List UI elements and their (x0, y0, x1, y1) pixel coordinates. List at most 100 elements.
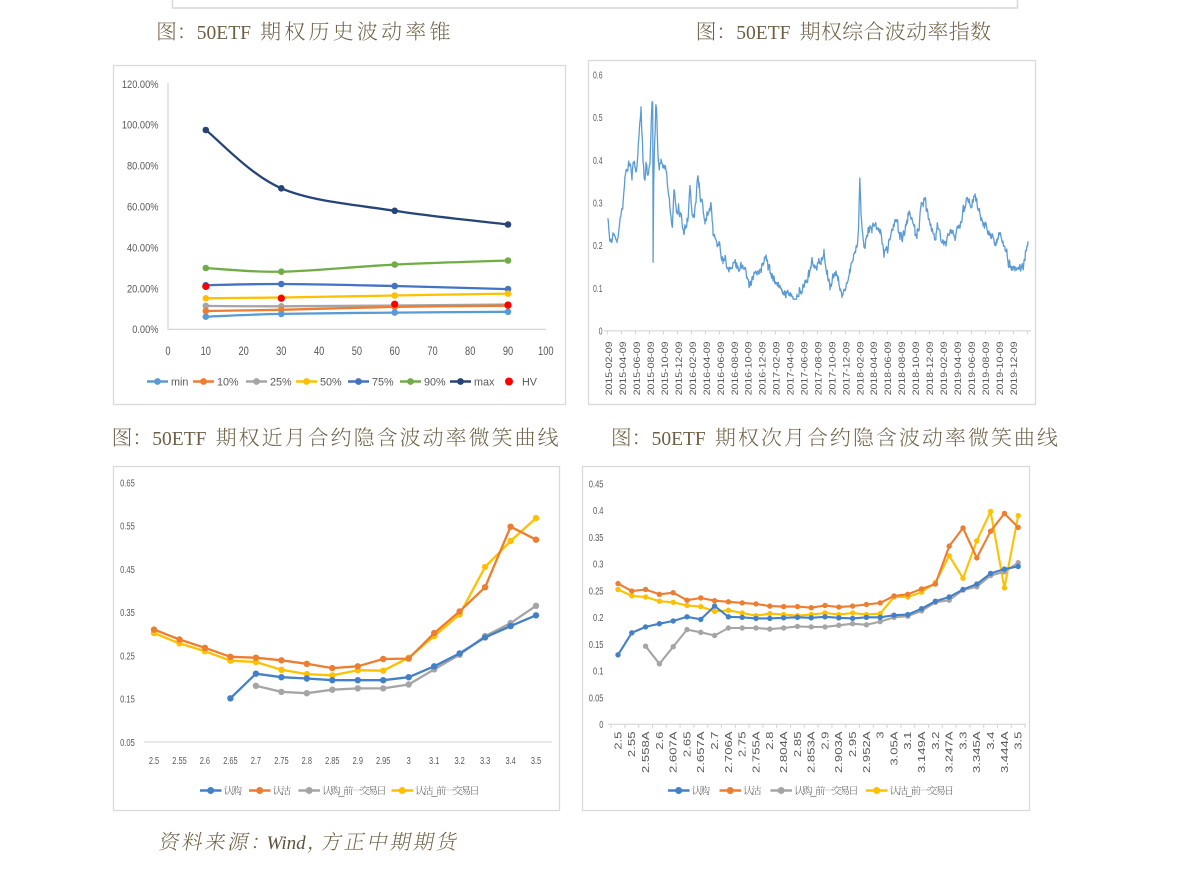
svg-text:2.55: 2.55 (172, 756, 187, 767)
svg-text:60: 60 (390, 344, 401, 358)
svg-text:50ETF: 50ETF (736, 23, 790, 44)
svg-text:0.25: 0.25 (589, 586, 604, 597)
svg-text:3: 3 (407, 756, 411, 767)
svg-text:3.05A: 3.05A (889, 731, 900, 766)
svg-text:0: 0 (165, 344, 170, 358)
svg-text:2016-02-09: 2016-02-09 (688, 342, 698, 396)
svg-text:3.2: 3.2 (931, 731, 942, 750)
svg-text:2015-02-09: 2015-02-09 (604, 342, 614, 396)
svg-text:0.45: 0.45 (589, 479, 604, 490)
svg-text:50ETF: 50ETF (652, 429, 706, 450)
svg-text:2019-06-09: 2019-06-09 (967, 342, 977, 396)
svg-text:2017-02-09: 2017-02-09 (772, 342, 782, 396)
svg-text:0.3: 0.3 (593, 199, 603, 210)
svg-text:0.05: 0.05 (589, 693, 604, 704)
svg-text:2017-06-09: 2017-06-09 (800, 342, 810, 396)
svg-text:3.345A: 3.345A (972, 731, 983, 773)
svg-text:2016-12-09: 2016-12-09 (758, 342, 768, 396)
svg-text:2.9: 2.9 (820, 731, 831, 750)
svg-text:2017-10-09: 2017-10-09 (827, 342, 837, 396)
svg-text:_: _ (431, 786, 438, 797)
svg-text:0: 0 (599, 720, 604, 731)
svg-text:2019-04-09: 2019-04-09 (953, 342, 963, 396)
svg-text:2.853A: 2.853A (807, 731, 818, 773)
svg-text:50ETF: 50ETF (152, 429, 206, 450)
svg-text:0.35: 0.35 (120, 608, 135, 619)
svg-text:40: 40 (314, 344, 325, 358)
svg-text:30: 30 (276, 344, 287, 358)
svg-text:3.444A: 3.444A (1000, 731, 1011, 773)
svg-text:3.4: 3.4 (986, 731, 997, 750)
svg-text:2.55: 2.55 (627, 731, 638, 757)
svg-text:Wind: Wind (267, 833, 307, 854)
svg-text:0.05: 0.05 (120, 738, 135, 749)
svg-text:80.00%: 80.00% (127, 161, 159, 173)
svg-text:3.3: 3.3 (480, 756, 491, 767)
svg-text:2.85: 2.85 (325, 756, 340, 767)
svg-text:max: max (474, 377, 495, 389)
svg-text:10: 10 (201, 344, 212, 358)
svg-text:50%: 50% (320, 377, 342, 389)
svg-text:2.8: 2.8 (302, 756, 313, 767)
svg-text:50ETF: 50ETF (197, 23, 251, 44)
svg-text:0.35: 0.35 (589, 533, 604, 544)
svg-text:3.247A: 3.247A (945, 731, 956, 773)
svg-text:0.2: 0.2 (593, 241, 603, 252)
svg-text:0.25: 0.25 (120, 651, 135, 662)
svg-text:_: _ (905, 786, 912, 797)
svg-text:2.95: 2.95 (376, 756, 391, 767)
svg-text:2.7: 2.7 (710, 731, 721, 750)
svg-text:2.9: 2.9 (353, 756, 364, 767)
svg-text:0.1: 0.1 (593, 667, 604, 678)
svg-text:2015-08-09: 2015-08-09 (646, 342, 656, 396)
svg-text:0.6: 0.6 (593, 70, 603, 81)
svg-text:2015-06-09: 2015-06-09 (632, 342, 642, 396)
svg-text:0.2: 0.2 (593, 613, 604, 624)
svg-text:2017-08-09: 2017-08-09 (814, 342, 824, 396)
svg-text:2.558A: 2.558A (641, 731, 652, 773)
svg-text:2.5: 2.5 (149, 756, 160, 767)
svg-text:2019-02-09: 2019-02-09 (939, 342, 949, 396)
svg-text:0.15: 0.15 (589, 640, 604, 651)
svg-text:0.1: 0.1 (593, 284, 603, 295)
svg-text:2018-02-09: 2018-02-09 (855, 342, 865, 396)
svg-text:90: 90 (503, 344, 514, 358)
svg-text:3.3: 3.3 (958, 731, 969, 750)
svg-text:0.55: 0.55 (120, 522, 135, 533)
svg-text:60.00%: 60.00% (127, 202, 159, 214)
svg-text:2015-04-09: 2015-04-09 (618, 342, 628, 396)
svg-text:2017-12-09: 2017-12-09 (841, 342, 851, 396)
svg-text:2015-12-09: 2015-12-09 (674, 342, 684, 396)
svg-text:40.00%: 40.00% (127, 242, 159, 254)
svg-text:90%: 90% (424, 377, 446, 389)
svg-text:2018-04-09: 2018-04-09 (869, 342, 879, 396)
svg-text:3.5: 3.5 (531, 756, 542, 767)
svg-text:2018-08-09: 2018-08-09 (897, 342, 907, 396)
svg-text:3.5: 3.5 (1014, 731, 1025, 750)
svg-text:2.755A: 2.755A (751, 731, 762, 773)
svg-text:3.149A: 3.149A (917, 731, 928, 773)
svg-text:3: 3 (876, 731, 887, 739)
svg-text:20.00%: 20.00% (127, 283, 159, 295)
svg-text:0.45: 0.45 (120, 565, 135, 576)
svg-text:3.2: 3.2 (454, 756, 465, 767)
svg-text:100.00%: 100.00% (122, 120, 159, 132)
svg-text:2.804A: 2.804A (779, 731, 790, 773)
svg-text:2018-12-09: 2018-12-09 (925, 342, 935, 396)
svg-text:2.903A: 2.903A (834, 731, 845, 773)
svg-text:min: min (171, 377, 188, 389)
svg-text:2.7: 2.7 (251, 756, 262, 767)
svg-text:2.706A: 2.706A (724, 731, 735, 773)
svg-text:2019-08-09: 2019-08-09 (981, 342, 991, 396)
svg-text:2.657A: 2.657A (696, 731, 707, 773)
svg-text:2.952A: 2.952A (862, 731, 873, 773)
svg-text:2.85: 2.85 (793, 731, 804, 757)
svg-text:2.8: 2.8 (765, 731, 776, 750)
svg-text:0.4: 0.4 (593, 156, 603, 167)
svg-text:2017-04-09: 2017-04-09 (786, 342, 796, 396)
svg-text:0.3: 0.3 (593, 560, 604, 571)
svg-text:2019-10-09: 2019-10-09 (995, 342, 1005, 396)
svg-text:0.65: 0.65 (120, 478, 135, 489)
svg-text:2.65: 2.65 (223, 756, 238, 767)
svg-text:0: 0 (599, 327, 603, 338)
